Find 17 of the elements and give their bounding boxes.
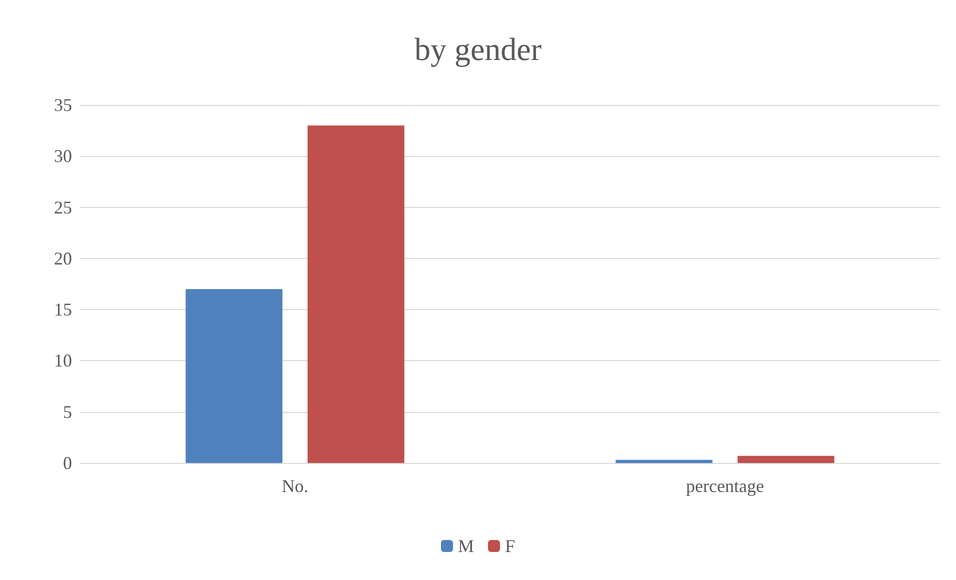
y-tick-label: 15: [54, 300, 72, 320]
y-tick-label: 25: [54, 197, 72, 218]
bar: [186, 289, 282, 463]
y-tick-label: 10: [54, 350, 72, 371]
bar: [308, 125, 404, 463]
bar: [616, 460, 712, 463]
chart-title: by gender: [414, 31, 542, 67]
legend-label: M: [458, 536, 474, 556]
x-tick-label: percentage: [686, 476, 764, 496]
y-tick-label: 5: [63, 402, 72, 422]
bar: [738, 456, 834, 463]
y-tick-label: 35: [54, 95, 72, 115]
y-tick-label: 30: [54, 146, 72, 166]
y-tick-label: 20: [54, 248, 72, 268]
x-tick-label: No.: [282, 476, 308, 496]
y-tick-label: 0: [63, 453, 72, 473]
legend-label: F: [504, 536, 516, 556]
